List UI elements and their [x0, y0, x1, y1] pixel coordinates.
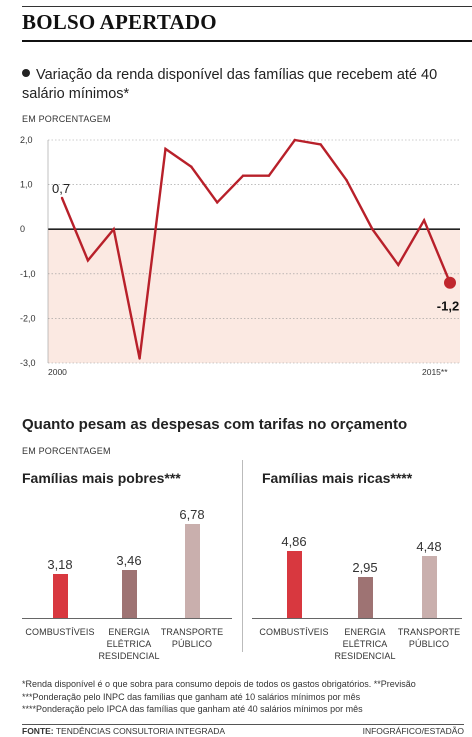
page-title: BOLSO APERTADO — [22, 10, 217, 34]
line-chart: 2,0 1,0 0 -1,0 -2,0 -3,0 0,7 -1,2 2000 2015** — [20, 135, 460, 377]
bar-category-label-line: TRANSPORTE — [397, 627, 461, 637]
data-point — [216, 201, 219, 204]
bar — [286, 550, 302, 618]
bar-category-label-line: TRANSPORTE — [160, 627, 224, 637]
bar-category-label-line: PÚBLICO — [171, 639, 213, 649]
y-tick-label: 1,0 — [20, 180, 33, 190]
bar-category-label-line: COMBUSTÍVEIS — [25, 627, 95, 637]
bullet-dot-icon — [22, 69, 30, 77]
y-tick-label: -3,0 — [20, 358, 36, 368]
source-line: FONTE: TENDÊNCIAS CONSULTORIA INTEGRADA — [22, 726, 225, 736]
data-point — [267, 174, 271, 177]
footnote: ***Ponderação pelo INPC das famílias que… — [22, 691, 361, 702]
data-point — [190, 165, 193, 168]
footnotes: *Renda disponível é o que sobra para con… — [22, 678, 416, 716]
series-line — [60, 138, 452, 359]
bar-baseline — [22, 618, 232, 619]
line-chart-unit: EM PORCENTAGEM — [22, 114, 111, 124]
last-value-label: -1,2 — [437, 299, 459, 314]
bar-category-label: TRANSPORTE PÚBLICO — [389, 626, 469, 650]
bar-category-label-line: ELÉTRICA — [342, 639, 388, 649]
bar-panel-title: Famílias mais ricas**** — [262, 470, 413, 486]
bar-category-label-line: PÚBLICO — [408, 639, 450, 649]
data-point — [164, 147, 167, 151]
source-label: FONTE: — [22, 726, 54, 736]
title-rule-top — [22, 6, 472, 7]
bar-category-label: ENERGIA ELÉTRICA RESIDENCIAL — [89, 626, 169, 662]
panel-divider — [242, 460, 243, 652]
bar-category-label-line: ENERGIA — [344, 627, 386, 637]
bar — [52, 573, 68, 618]
bar-section-unit: EM PORCENTAGEM — [22, 446, 111, 456]
bar-baseline — [252, 618, 462, 619]
bar-value-label: 6,78 — [179, 507, 205, 522]
bar-value-label: 3,18 — [47, 556, 73, 572]
bar-category-label: COMBUSTÍVEIS — [20, 626, 100, 638]
data-point — [241, 174, 245, 177]
bar-category-label-line: COMBUSTÍVEIS — [259, 627, 329, 637]
data-point — [293, 138, 296, 142]
y-tick-label: -1,0 — [20, 269, 36, 279]
line-chart-subtitle: Variação da renda disponível das família… — [22, 66, 442, 104]
negative-area-fill — [48, 229, 460, 363]
bar-section-title: Quanto pesam as despesas com tarifas no … — [22, 416, 408, 433]
bar — [184, 524, 200, 618]
first-value-label: 0,7 — [52, 181, 70, 196]
data-point — [397, 263, 400, 267]
bar-category-label: TRANSPORTE PÚBLICO — [152, 626, 232, 650]
data-point — [112, 228, 115, 231]
bar-value-label: 2,95 — [352, 560, 378, 576]
bar-category-label-line: ELÉTRICA — [106, 639, 152, 649]
bar-category-label-line: ENERGIA — [108, 627, 150, 637]
bar-panel-title: Famílias mais pobres*** — [22, 470, 181, 486]
data-point — [86, 259, 90, 262]
data-point — [60, 196, 64, 200]
bar-category-label: ENERGIA ELÉTRICA RESIDENCIAL — [325, 626, 405, 662]
data-point — [422, 219, 426, 222]
bar — [421, 555, 437, 618]
bar-category-label-line: RESIDENCIAL — [98, 651, 160, 661]
footnote: *Renda disponível é o que sobra para con… — [22, 679, 416, 689]
source-text: TENDÊNCIAS CONSULTORIA INTEGRADA — [55, 726, 226, 736]
bar-value-label: 4,86 — [281, 533, 307, 549]
x-end-label: 2015** — [422, 367, 448, 377]
bar-category-label: COMBUSTÍVEIS — [254, 626, 334, 638]
line-chart-subtitle-text: Variação da renda disponível das família… — [22, 67, 438, 102]
y-tick-label: 2,0 — [20, 135, 33, 145]
x-start-label: 2000 — [48, 367, 67, 377]
y-tick-label: -2,0 — [20, 313, 36, 323]
data-point — [138, 357, 141, 360]
title-rule-bottom — [22, 40, 472, 42]
source-rule — [22, 724, 464, 725]
last-point-marker — [444, 276, 456, 289]
credit: INFOGRÁFICO/ESTADÃO — [362, 726, 464, 736]
footnote: ****Ponderação pelo IPCA das famílias qu… — [22, 704, 363, 714]
data-point — [319, 143, 322, 146]
bar — [121, 570, 137, 618]
y-tick-label: 0 — [20, 224, 25, 234]
bar-value-label: 4,48 — [416, 538, 442, 554]
bar — [357, 577, 373, 618]
data-point — [345, 178, 348, 182]
bar-value-label: 3,46 — [116, 553, 142, 569]
bar-category-label-line: RESIDENCIAL — [334, 651, 396, 661]
data-point — [371, 228, 374, 231]
